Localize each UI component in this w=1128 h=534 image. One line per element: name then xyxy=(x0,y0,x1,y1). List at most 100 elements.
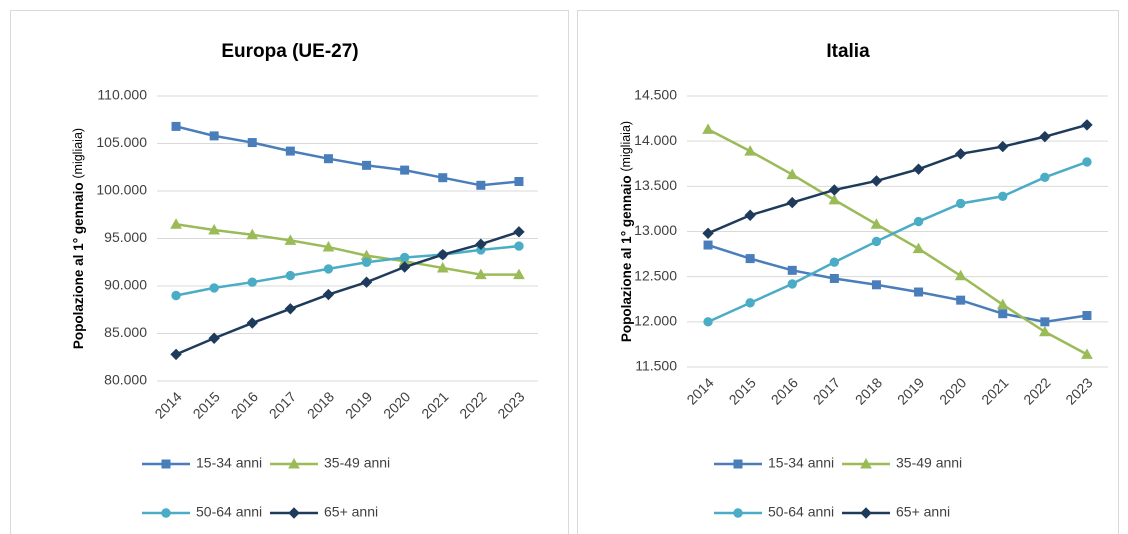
marker xyxy=(744,145,756,156)
y-tick-label: 95.000 xyxy=(104,229,147,245)
marker xyxy=(171,290,181,301)
marker xyxy=(871,280,881,290)
marker xyxy=(398,261,411,273)
chart-title: Europa (UE-27) xyxy=(221,41,358,62)
marker xyxy=(1040,172,1050,183)
marker xyxy=(828,184,841,196)
marker xyxy=(438,173,448,183)
y-axis-label: Popolazione al 1° gennaio (migliaia) xyxy=(619,121,634,342)
marker xyxy=(476,180,486,190)
series-line xyxy=(175,223,519,276)
marker xyxy=(513,268,525,280)
series-line xyxy=(707,160,1088,323)
marker xyxy=(870,218,883,229)
legend-label: 50-64 anni xyxy=(768,504,834,520)
y-axis-label: Popolazione al 1° gennaio (migliaia) xyxy=(71,128,86,349)
marker xyxy=(914,287,924,297)
y-tick-label: 90.000 xyxy=(104,277,147,293)
series-line xyxy=(707,128,1088,356)
y-axis-unit: (migliaia) xyxy=(619,121,633,172)
legend-label: 15-34 anni xyxy=(196,455,262,471)
marker xyxy=(322,241,335,252)
legend-label: 65+ anni xyxy=(324,504,378,520)
marker xyxy=(514,177,524,186)
legend-marker xyxy=(161,508,171,518)
series-line xyxy=(175,244,520,297)
series-line xyxy=(707,123,1088,235)
marker xyxy=(284,234,297,245)
legend-marker xyxy=(860,507,872,519)
series-line xyxy=(175,125,520,187)
marker xyxy=(829,273,839,283)
legend-marker xyxy=(288,507,300,519)
legend-label: 35-49 anni xyxy=(896,455,962,471)
marker xyxy=(912,242,925,254)
marker xyxy=(871,236,882,247)
marker xyxy=(787,279,797,289)
y-tick-label: 14.000 xyxy=(634,132,677,148)
marker xyxy=(475,238,487,250)
marker xyxy=(954,148,967,160)
marker xyxy=(954,269,967,281)
marker xyxy=(786,168,799,180)
legend-marker xyxy=(733,508,743,518)
marker xyxy=(702,123,714,134)
marker xyxy=(209,283,219,293)
y-tick-label: 11.500 xyxy=(635,358,677,374)
marker xyxy=(399,252,410,263)
marker xyxy=(436,261,449,273)
marker xyxy=(323,264,334,274)
marker xyxy=(1082,311,1092,321)
y-tick-label: 13.500 xyxy=(634,177,677,193)
marker xyxy=(475,268,487,280)
y-tick-label: 105.000 xyxy=(96,134,147,150)
y-tick-label: 100.000 xyxy=(96,182,147,198)
marker xyxy=(786,196,798,209)
marker xyxy=(400,165,410,175)
marker xyxy=(208,223,220,235)
marker xyxy=(702,227,714,240)
marker xyxy=(208,332,220,344)
marker xyxy=(829,257,840,267)
legend-marker xyxy=(161,459,171,469)
y-tick-label: 85.000 xyxy=(104,324,147,340)
marker xyxy=(362,160,372,170)
marker xyxy=(996,298,1009,310)
y-axis-title: Popolazione al 1° gennaio xyxy=(71,182,86,349)
marker xyxy=(246,317,258,329)
series-line xyxy=(175,230,520,356)
marker xyxy=(285,146,295,156)
marker xyxy=(247,138,257,148)
marker xyxy=(171,121,181,131)
marker xyxy=(284,303,297,315)
marker xyxy=(1081,119,1093,131)
marker xyxy=(956,295,966,305)
y-axis-unit: (migliaia) xyxy=(71,128,85,179)
marker xyxy=(787,265,797,275)
marker xyxy=(361,257,372,267)
y-tick-label: 13.000 xyxy=(634,222,677,238)
marker xyxy=(912,163,925,175)
legend-marker xyxy=(288,457,300,469)
marker xyxy=(360,276,373,288)
legend-label: 35-49 anni xyxy=(324,455,390,471)
marker xyxy=(828,193,841,205)
marker xyxy=(1040,317,1050,327)
marker xyxy=(209,131,219,141)
legend-marker xyxy=(860,457,872,469)
marker xyxy=(170,348,182,361)
y-tick-label: 12.000 xyxy=(634,313,677,329)
legend-label: 50-64 anni xyxy=(196,504,262,520)
marker xyxy=(514,241,524,251)
marker xyxy=(703,240,713,250)
marker xyxy=(745,298,755,308)
marker xyxy=(513,226,525,238)
marker xyxy=(870,175,883,187)
marker xyxy=(1039,130,1051,143)
marker xyxy=(285,270,296,281)
marker xyxy=(913,216,924,227)
y-tick-label: 80.000 xyxy=(104,372,147,388)
marker xyxy=(247,277,257,287)
legend-label: 65+ anni xyxy=(896,504,950,520)
